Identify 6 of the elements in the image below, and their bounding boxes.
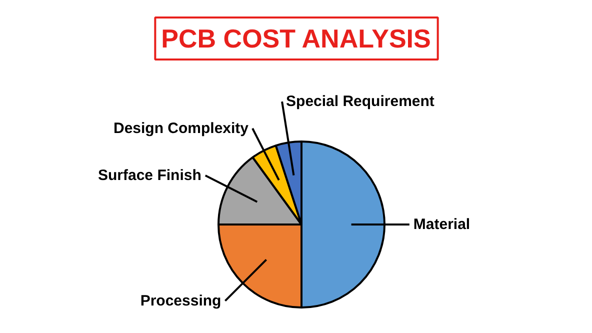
slice-label: Material — [413, 216, 470, 233]
slice-label: Special Requirement — [286, 93, 434, 110]
slice-label: Surface Finish — [98, 167, 202, 184]
chart-title: PCB COST ANALYSIS — [161, 24, 431, 54]
slice-label: Design Complexity — [113, 120, 250, 137]
slice-label: Processing — [140, 292, 222, 310]
